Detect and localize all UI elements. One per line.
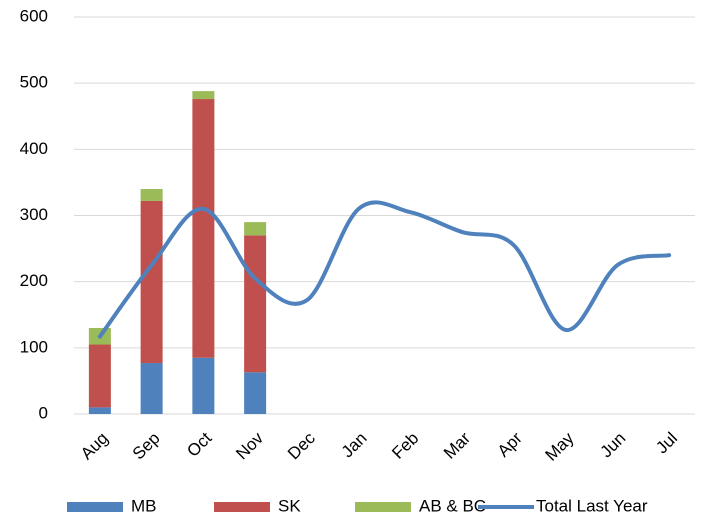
x-tick-label: Apr [494, 428, 526, 460]
x-tick-label: Oct [183, 428, 215, 460]
y-tick-label: 600 [20, 6, 48, 25]
y-tick-label: 200 [20, 271, 48, 290]
bar [192, 91, 215, 100]
y-tick-label: 100 [20, 337, 48, 356]
legend-swatch [214, 502, 270, 512]
line [97, 200, 672, 339]
legend-label: Total Last Year [536, 496, 648, 515]
bar [244, 235, 267, 373]
y-tick-label: 500 [20, 73, 48, 92]
bar [88, 407, 111, 414]
bar [140, 189, 163, 201]
bar [192, 357, 215, 414]
y-tick-label: 400 [20, 139, 48, 158]
x-tick-label: Jan [338, 429, 371, 462]
bar [88, 344, 111, 408]
legend-label: AB & BC [419, 496, 486, 515]
y-tick-label: 0 [39, 403, 48, 422]
x-tick-label: May [541, 428, 577, 464]
legend-label: SK [278, 496, 301, 515]
y-tick-label: 300 [20, 205, 48, 224]
legend-label: MB [131, 496, 157, 515]
bar [244, 222, 267, 236]
x-tick-label: Dec [284, 428, 319, 463]
bar [244, 372, 267, 414]
legend-swatch [355, 502, 411, 512]
bar [192, 99, 215, 358]
x-tick-label: Nov [232, 428, 267, 463]
x-tick-label: Sep [129, 429, 164, 464]
legend-swatch [67, 502, 123, 512]
x-tick-label: Feb [388, 429, 422, 463]
x-tick-label: Mar [440, 428, 474, 462]
bar [140, 363, 163, 414]
bar [140, 200, 163, 364]
x-tick-label: Aug [77, 429, 112, 464]
x-tick-label: Jul [652, 429, 681, 458]
x-tick-label: Jun [597, 429, 630, 462]
